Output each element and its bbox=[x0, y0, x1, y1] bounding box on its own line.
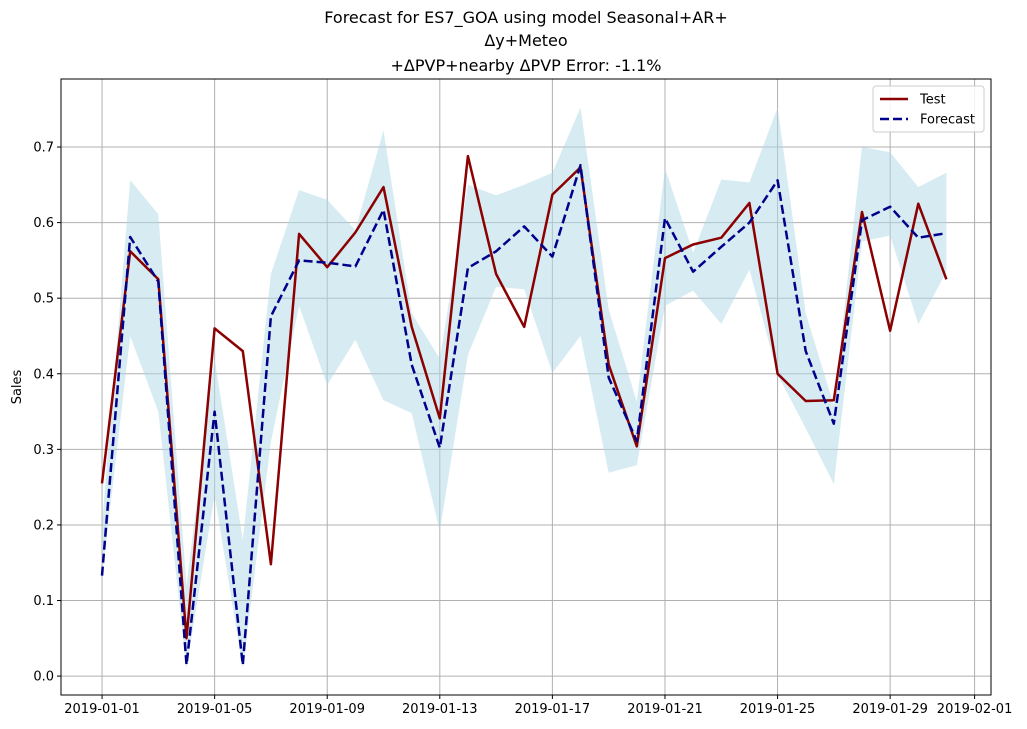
legend: Test Forecast bbox=[872, 85, 985, 133]
y-tick-label: 0.2 bbox=[33, 518, 54, 533]
chart-title-line-3: +ΔPVP+nearby ΔPVP Error: -1.1% bbox=[390, 56, 662, 75]
confidence-band-layer bbox=[102, 107, 947, 669]
x-tick-label: 2019-01-09 bbox=[289, 702, 365, 717]
x-tick-label: 2019-02-01 bbox=[937, 702, 1013, 717]
series-layer bbox=[100, 154, 948, 667]
grid bbox=[61, 79, 991, 695]
series-line-forecast bbox=[100, 163, 947, 667]
y-tick-label: 0.0 bbox=[33, 670, 54, 685]
plot-frame bbox=[60, 78, 992, 696]
x-tick-label: 2019-01-13 bbox=[402, 702, 478, 717]
x-tick-label: 2019-01-05 bbox=[177, 702, 253, 717]
y-tick-label: 0.5 bbox=[33, 292, 54, 307]
y-tick-label: 0.4 bbox=[33, 367, 54, 382]
legend-label-forecast: Forecast bbox=[920, 113, 975, 128]
y-tick-label: 0.1 bbox=[33, 594, 54, 609]
legend-box bbox=[872, 85, 985, 133]
y-axis: 0.0 0.1 0.2 0.3 0.4 0.5 0.6 0.7 bbox=[33, 141, 61, 685]
y-axis-label: Sales bbox=[10, 369, 25, 404]
chart-title-line-2: Δy+Meteo bbox=[484, 31, 568, 50]
y-tick-label: 0.6 bbox=[33, 216, 54, 231]
x-tick-label: 2019-01-29 bbox=[852, 702, 928, 717]
legend-label-test: Test bbox=[919, 93, 946, 108]
x-tick-label: 2019-01-21 bbox=[627, 702, 703, 717]
y-tick-label: 0.3 bbox=[33, 443, 54, 458]
series-line-test bbox=[100, 154, 948, 640]
y-tick-label: 0.7 bbox=[33, 141, 54, 156]
x-tick-label: 2019-01-01 bbox=[64, 702, 140, 717]
x-tick-label: 2019-01-17 bbox=[515, 702, 591, 717]
chart-title-line-1: Forecast for ES7_GOA using model Seasona… bbox=[324, 8, 728, 27]
confidence-band bbox=[102, 107, 947, 669]
x-axis: 2019-01-01 2019-01-05 2019-01-09 2019-01-13… bbox=[64, 695, 1012, 717]
x-tick-label: 2019-01-25 bbox=[740, 702, 816, 717]
